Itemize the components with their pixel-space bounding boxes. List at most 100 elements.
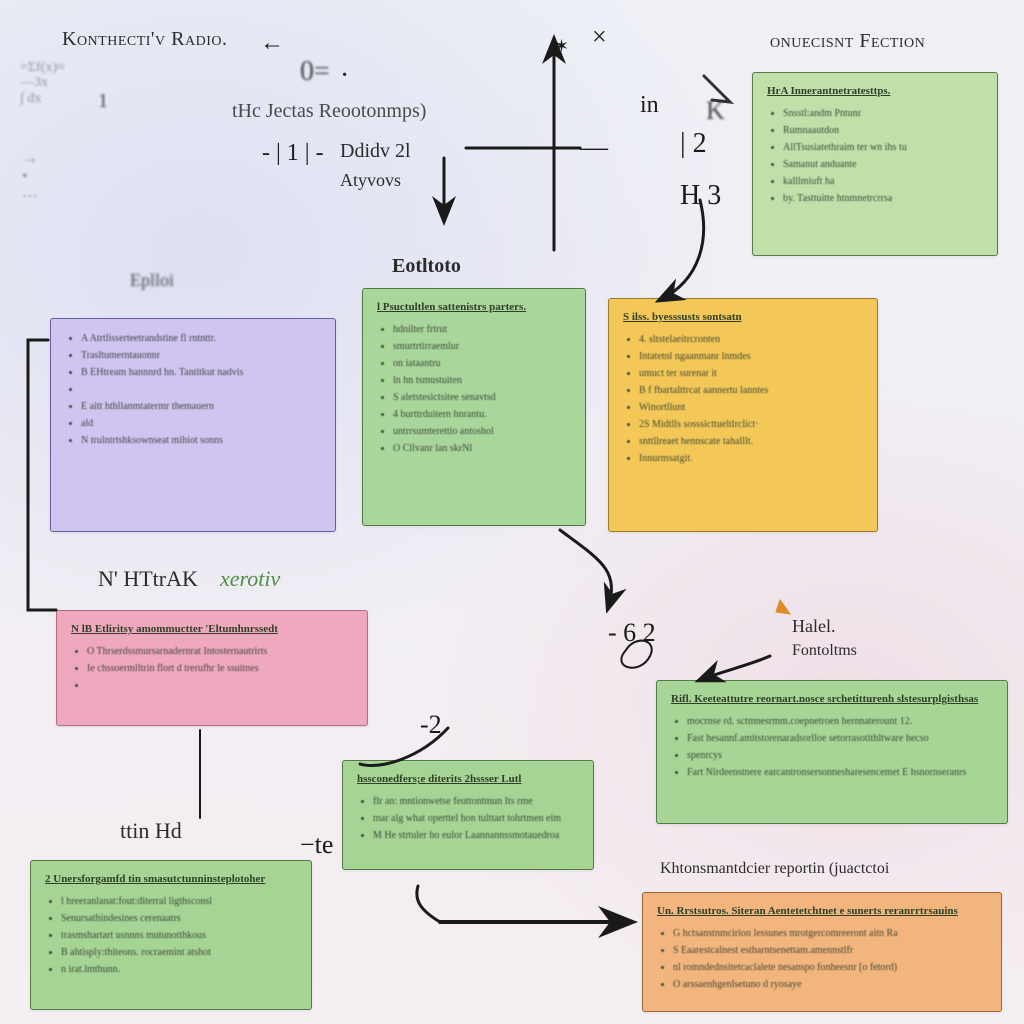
list-item — [81, 382, 321, 397]
list-item: B ahtisply:thiteons. rocraemint atshot — [61, 945, 297, 960]
eplloi-label: Eplloi — [130, 270, 174, 291]
center-to-loop — [560, 530, 611, 608]
list-item: Winortllunt — [639, 400, 863, 415]
card-title: 2 Unersforgamfd tin smasutctunninsteplot… — [45, 871, 297, 888]
hand-arrow-tl: ← — [260, 30, 284, 57]
card-left-pink: N lB Etliritsy amommuctter 'Eltumhnrssed… — [56, 610, 368, 726]
hand-hash2: | 2 — [680, 128, 707, 160]
card-title: HrA Innerantnetratesttps. — [767, 83, 983, 100]
n-httrak-label: N' HTtrAK — [98, 566, 198, 592]
card-center-green: l Psuctultlen sattenistrs parters.hdnilt… — [362, 288, 586, 526]
formula-scribble-2: →•⋯ — [22, 150, 38, 206]
card-top-right-green: HrA Innerantnetratesttps. Snsstl:andm Pnt… — [752, 72, 998, 256]
card-title: Un. Rrstsutros. Siteran Aentetetchtnet e… — [657, 903, 987, 920]
list-item: n irat.lmthunn. — [61, 962, 297, 977]
diagram-canvas: Konthecti'v Radio. onuecisnt Fection tHc… — [0, 0, 1024, 1024]
card-list: O Thrserdssmursarnadernrat Intosternautr… — [71, 644, 353, 693]
card-bottom-right-orange: Un. Rrstsutros. Siteran Aentetetchtnet e… — [642, 892, 1002, 1012]
list-item: AllTsusiatethraim ter wn ihs tu — [783, 140, 983, 155]
list-item: l hreeranlanat:fout:diterral ligthsconsl — [61, 894, 297, 909]
list-item: S aletstesictsitee senavtsd — [393, 390, 571, 405]
list-item: S Eaarestcalnest estharntsenettam.amenns… — [673, 943, 987, 958]
list-item: mar alg what operttel hon tulttart tohrt… — [373, 811, 579, 826]
card-list: l hreeranlanat:fout:diterral ligthsconsl… — [45, 894, 297, 977]
kbtons-title: Khtonsmantdcier reportin (juactctoi — [660, 860, 889, 878]
list-item: E aitt hthllanmtatermr themauern — [81, 399, 321, 414]
list-item — [87, 678, 353, 693]
card-list: mocrnse rd. sctmnesrmm.coepnetroen hernn… — [671, 714, 993, 780]
list-item: A Atrtlisserteetrandstine fl rntnttr. — [81, 331, 321, 346]
list-item: nl romndednsitetcaclalete nesanspo fonhe… — [673, 960, 987, 975]
xerotiv-label: xerotiv — [220, 566, 280, 592]
list-item: untrrsumterettio antoshol — [393, 424, 571, 439]
list-item: smurtrtirraemlur — [393, 339, 571, 354]
list-item: on iataantru — [393, 356, 571, 371]
list-item: Fart Nirdeenstnere earcantronsersonnesha… — [687, 765, 993, 780]
card-title: N lB Etliritsy amommuctter 'Eltumhnrssed… — [71, 621, 353, 638]
list-item: Ie chssoermlltrin flort d trerufhr le ss… — [87, 661, 353, 676]
bottom-arrow-tail — [417, 886, 440, 922]
card-left-purple: A Atrtlisserteetrandstine fl rntnttr. Tr… — [50, 318, 336, 532]
ddidv-label: Ddidv 2l — [340, 140, 411, 163]
list-item: Fast hesannf.amitstorenaradsorlloe setor… — [687, 731, 993, 746]
list-item: N trulntrtshksownseat mihiot sonns — [81, 433, 321, 448]
list-item: trasmshartart usnnns mutunotthkous — [61, 928, 297, 943]
hand-neg2: -2 — [420, 710, 442, 740]
card-center-bottom-green: hssconedfers;e diterits 2hssser Lutl flr … — [342, 760, 594, 870]
list-item: O Thrserdssmursarnadernrat Intosternautr… — [87, 644, 353, 659]
hand-k: K — [706, 96, 725, 126]
list-item: hdnilter frtrut — [393, 322, 571, 337]
card-bottom-left-green: 2 Unersforgamfd tin smasutctunninsteplot… — [30, 860, 312, 1010]
hand-zero: 0= — [300, 56, 330, 88]
list-item: Innurmsatgit. — [639, 451, 863, 466]
list-item: ald — [81, 416, 321, 431]
list-item: B EHtream hannnrd hn. Tantitkut nadvis — [81, 365, 321, 380]
card-right-yellow: S ilss. byesssusts sontsatn 4. sltstelaei… — [608, 298, 878, 532]
hand-x-top: × — [592, 22, 607, 52]
hand-sixtwo: - 6 2 — [608, 618, 656, 648]
halel-label: Halel. — [792, 616, 835, 637]
list-item: ln hn tsmustuiten — [393, 373, 571, 388]
atvyovs-label: Atyvovs — [340, 170, 401, 191]
list-item: Rumnaautdon — [783, 123, 983, 138]
list-item: Samanut anduante — [783, 157, 983, 172]
list-item: snttllreaet hennscate tahalllt. — [639, 434, 863, 449]
list-item: mocrnse rd. sctmnesrmm.coepnetroen hernn… — [687, 714, 993, 729]
halel-to-green — [700, 656, 770, 680]
list-item: 4. sltstelaeitrcronten — [639, 332, 863, 347]
list-item: Senursathindesines cerenaatrs — [61, 911, 297, 926]
top-left-title: Konthecti'v Radio. — [62, 28, 227, 51]
list-item: M He strtuler ho eulor Laannannssmotaued… — [373, 828, 579, 843]
card-list: 4. sltstelaeitrcronten Intatetnl ngaanma… — [623, 332, 863, 466]
list-item: by. Tasttuitte htnmnetrcrrsa — [783, 191, 983, 206]
hand-star: ✶ — [554, 36, 569, 57]
list-item: Snsstl:andm Pntunr — [783, 106, 983, 121]
formula-scribble-1: =Σf(x)≈—3x∫ dx — [20, 60, 65, 106]
card-right-large-green: Rifl. Keeteattutre reornart.nosce srchet… — [656, 680, 1008, 824]
list-item: kalllmiuft ha — [783, 174, 983, 189]
fontoltms-label: Fontoltms — [792, 642, 857, 660]
list-item: 2S Midtlls sosssicttueltlrclict· — [639, 417, 863, 432]
list-item: Trasltumerntauonnr — [81, 348, 321, 363]
top-right-title: onuecisnt Fection — [770, 30, 925, 53]
card-title: S ilss. byesssusts sontsatn — [623, 309, 863, 326]
list-item: B f fbartalttrcat aannertu lanntes — [639, 383, 863, 398]
list-item: G hctsanstnmcirion lessunes mrotgercomre… — [673, 926, 987, 941]
hand-in: in — [640, 92, 659, 119]
eotltoto-label: Eotltoto — [392, 255, 461, 278]
hand-one: 1 — [98, 90, 108, 113]
card-list: flr an: mntionwetse feuttontmun Its rme … — [357, 794, 579, 843]
list-item: spenrcys — [687, 748, 993, 763]
list-item: 4 burttrduitern hnrantu. — [393, 407, 571, 422]
hand-h3: H 3 — [680, 180, 721, 212]
list-item: flr an: mntionwetse feuttontmun Its rme — [373, 794, 579, 809]
hand-dash11: - | 1 | - — [262, 140, 324, 167]
card-title: Rifl. Keeteattutre reornart.nosce srchet… — [671, 691, 993, 708]
curve-h3-to-yellow — [660, 200, 704, 300]
list-item: O arssaenhgenlsetuno d ryosaye — [673, 977, 987, 992]
card-list: Snsstl:andm Pntunr Rumnaautdon AllTsusiate… — [767, 106, 983, 206]
card-title: hssconedfers;e diterits 2hssser Lutl — [357, 771, 579, 788]
card-list: hdnilter frtrut smurtrtirraemlur on iataan… — [377, 322, 571, 456]
list-item: O Cllvanr lan skrNl — [393, 441, 571, 456]
tin-hd-label: ttin Hd — [120, 818, 182, 844]
